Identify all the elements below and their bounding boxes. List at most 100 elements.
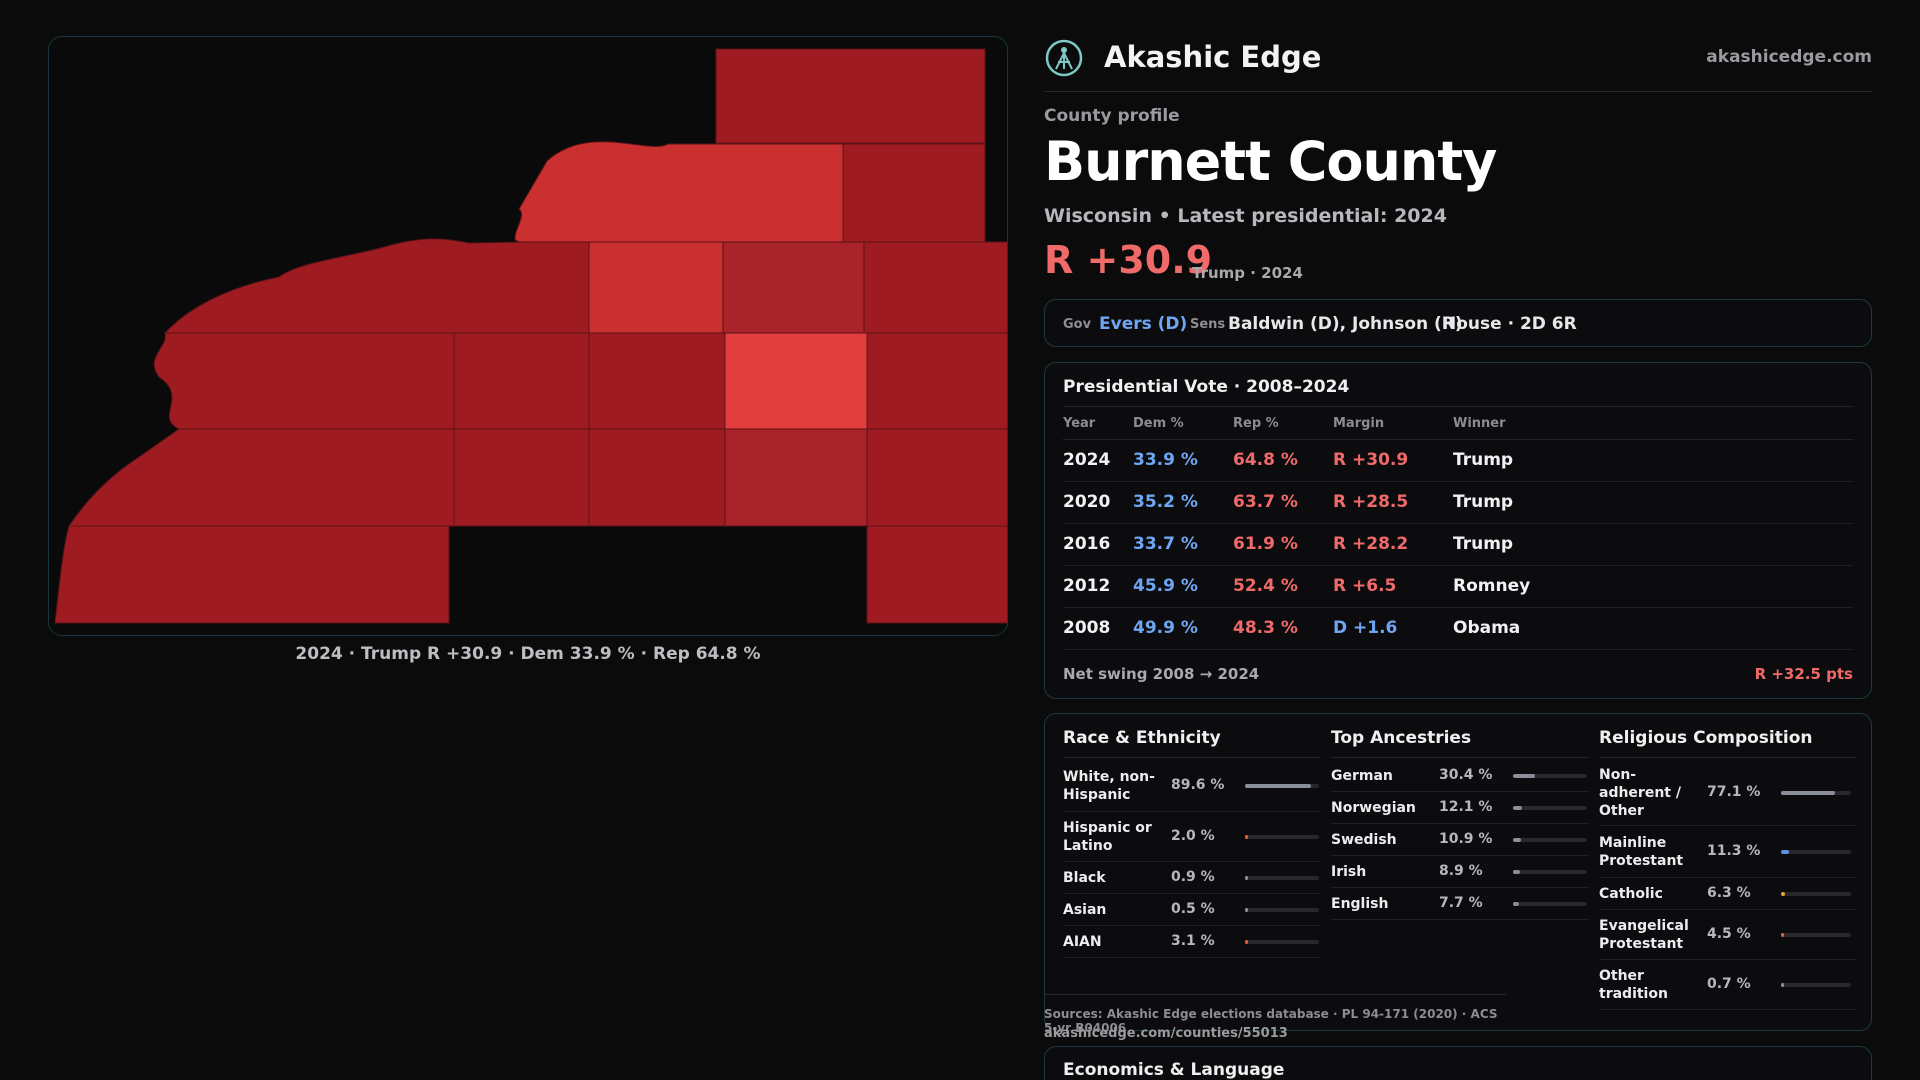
share-bar bbox=[1781, 892, 1851, 896]
list-item: Catholic 6.3 % bbox=[1599, 878, 1857, 910]
brand-url-link[interactable]: akashicedge.com bbox=[1706, 47, 1872, 67]
demographics-card: Race & Ethnicity White, non-Hispanic 89.6… bbox=[1044, 713, 1872, 1031]
akashic-logo-icon bbox=[1045, 39, 1083, 77]
list-item: Other tradition 0.7 % bbox=[1599, 960, 1857, 1010]
item-label: English bbox=[1331, 896, 1389, 912]
headline-margin-note: Trump · 2024 bbox=[1192, 264, 1303, 282]
year-cell: 2008 bbox=[1063, 618, 1111, 638]
share-bar-fill bbox=[1781, 983, 1784, 987]
sens-label: Sens bbox=[1190, 317, 1226, 332]
item-label: Evangelical Protestant bbox=[1599, 918, 1689, 952]
margin-cell: R +28.2 bbox=[1333, 534, 1409, 554]
share-bar bbox=[1781, 850, 1851, 854]
religion-column: Religious Composition Non-adherent / Oth… bbox=[1599, 714, 1857, 1032]
item-value: 8.9 % bbox=[1439, 863, 1483, 879]
brand-name: Akashic Edge bbox=[1104, 40, 1322, 74]
economics-title: Economics & Language bbox=[1063, 1060, 1285, 1080]
item-value: 4.5 % bbox=[1707, 926, 1751, 942]
eyebrow-label: County profile bbox=[1044, 106, 1180, 126]
net-swing-value: R +32.5 pts bbox=[1754, 665, 1853, 683]
rep-pct-cell: 52.4 % bbox=[1233, 576, 1298, 596]
share-bar bbox=[1513, 806, 1587, 810]
headline-margin: R +30.9 bbox=[1044, 238, 1213, 282]
tract-east-2 bbox=[866, 332, 1007, 430]
winner-cell: Romney bbox=[1453, 576, 1531, 596]
margin-cell: R +30.9 bbox=[1333, 450, 1409, 470]
dem-pct-cell: 49.9 % bbox=[1133, 618, 1198, 638]
tract-east-1 bbox=[863, 241, 1007, 334]
tract-south-2 bbox=[588, 428, 726, 527]
year-cell: 2016 bbox=[1063, 534, 1111, 554]
tract-west-1 bbox=[163, 238, 590, 334]
item-label: Mainline Protestant bbox=[1599, 835, 1684, 869]
item-value: 3.1 % bbox=[1171, 933, 1215, 949]
officials-card: Gov Evers (D) Sens Baldwin (D), Johnson … bbox=[1044, 299, 1872, 347]
share-bar-fill bbox=[1781, 850, 1789, 854]
list-item: Evangelical Protestant 4.5 % bbox=[1599, 910, 1857, 960]
winner-cell: Obama bbox=[1453, 618, 1521, 638]
tract-center-hot bbox=[724, 332, 868, 430]
item-value: 10.9 % bbox=[1439, 831, 1493, 847]
share-bar bbox=[1513, 902, 1587, 906]
item-label: Hispanic or Latino bbox=[1063, 820, 1152, 854]
item-value: 0.5 % bbox=[1171, 901, 1215, 917]
item-value: 2.0 % bbox=[1171, 828, 1215, 844]
share-bar bbox=[1245, 876, 1319, 880]
item-label: Catholic bbox=[1599, 886, 1663, 902]
table-row: 2024 33.9 % 64.8 % R +30.9 Trump bbox=[1063, 440, 1853, 482]
list-item: Asian 0.5 % bbox=[1063, 894, 1321, 926]
item-value: 77.1 % bbox=[1707, 784, 1761, 800]
item-label: Non-adherent / Other bbox=[1599, 767, 1681, 819]
brand-bar: Akashic Edge akashicedge.com bbox=[1044, 30, 1872, 92]
race-ethnicity-column: Race & Ethnicity White, non-Hispanic 89.6… bbox=[1063, 714, 1321, 1032]
list-item: Norwegian 12.1 % bbox=[1331, 792, 1589, 824]
source-url-link[interactable]: akashicedge.com/counties/55013 bbox=[1044, 1026, 1288, 1041]
share-bar bbox=[1245, 784, 1319, 788]
item-label: Black bbox=[1063, 870, 1106, 886]
share-bar bbox=[1513, 870, 1587, 874]
sources-note: Sources: Akashic Edge elections database… bbox=[1044, 994, 1506, 1035]
list-item: German 30.4 % bbox=[1331, 760, 1589, 792]
county-map-svg bbox=[54, 48, 1007, 624]
religion-title: Religious Composition bbox=[1599, 728, 1813, 748]
dem-pct-cell: 35.2 % bbox=[1133, 492, 1198, 512]
share-bar-fill bbox=[1245, 908, 1248, 912]
list-item: Hispanic or Latino 2.0 % bbox=[1063, 812, 1321, 862]
share-bar-fill bbox=[1781, 892, 1786, 896]
sens-value: Baldwin (D), Johnson (R) bbox=[1228, 314, 1463, 334]
item-value: 0.9 % bbox=[1171, 869, 1215, 885]
winner-cell: Trump bbox=[1453, 534, 1514, 554]
item-value: 89.6 % bbox=[1171, 777, 1225, 793]
list-item: Swedish 10.9 % bbox=[1331, 824, 1589, 856]
dem-pct-cell: 33.9 % bbox=[1133, 450, 1198, 470]
gov-value: Evers (D) bbox=[1099, 314, 1188, 334]
winner-cell: Trump bbox=[1453, 450, 1514, 470]
item-label: Norwegian bbox=[1331, 800, 1416, 816]
item-value: 6.3 % bbox=[1707, 885, 1751, 901]
list-item: Black 0.9 % bbox=[1063, 862, 1321, 894]
tract-north-2 bbox=[514, 141, 844, 243]
share-bar bbox=[1513, 774, 1587, 778]
list-item: Irish 8.9 % bbox=[1331, 856, 1589, 888]
table-row: 2020 35.2 % 63.7 % R +28.5 Trump bbox=[1063, 482, 1853, 524]
col-rep: Rep % bbox=[1233, 416, 1279, 431]
county-map bbox=[48, 36, 1008, 636]
col-year: Year bbox=[1063, 416, 1096, 431]
tract-south-3 bbox=[724, 428, 868, 527]
item-value: 7.7 % bbox=[1439, 895, 1483, 911]
share-bar-fill bbox=[1781, 791, 1835, 795]
share-bar bbox=[1245, 908, 1319, 912]
share-bar-fill bbox=[1513, 870, 1520, 874]
tract-mid-1 bbox=[588, 241, 724, 334]
share-bar-fill bbox=[1245, 835, 1248, 839]
ancestry-title: Top Ancestries bbox=[1331, 728, 1472, 748]
list-item: White, non-Hispanic 89.6 % bbox=[1063, 760, 1321, 812]
tract-mid-3 bbox=[453, 332, 590, 430]
page-title: Burnett County bbox=[1044, 130, 1497, 193]
map-caption: 2024 · Trump R +30.9 · Dem 33.9 % · Rep … bbox=[295, 644, 761, 664]
item-label: Irish bbox=[1331, 864, 1367, 880]
share-bar-fill bbox=[1513, 806, 1522, 810]
share-bar-fill bbox=[1513, 838, 1522, 842]
table-row: 2016 33.7 % 61.9 % R +28.2 Trump bbox=[1063, 524, 1853, 566]
tract-mid-4 bbox=[588, 332, 726, 430]
